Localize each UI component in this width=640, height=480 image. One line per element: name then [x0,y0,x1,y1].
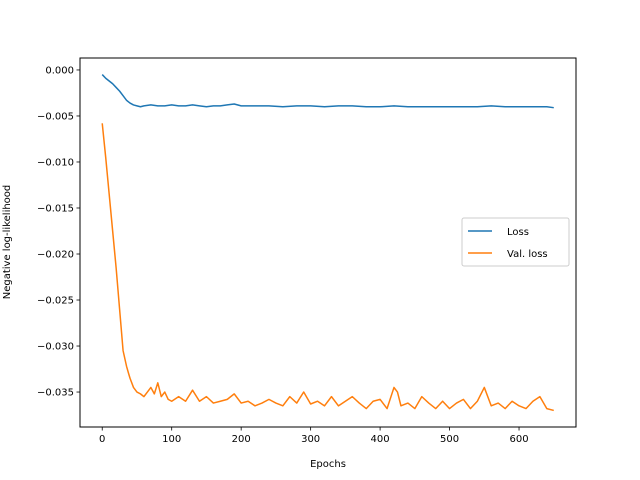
y-axis: 0.000 −0.005 −0.010 −0.015 −0.020 −0.025 −0.03… [37,65,80,399]
series-layer [101,74,554,412]
x-tick-label: 300 [301,434,320,445]
legend-label-loss: Loss [507,227,529,238]
legend-box [461,217,570,267]
legend: Loss Val. loss [461,217,570,267]
x-tick-label: 100 [162,434,181,445]
x-tick-label: 400 [371,434,390,445]
y-tick-label: 0.000 [45,65,74,76]
x-axis-label: Epochs [310,459,346,470]
series-line-loss [101,74,554,109]
y-tick-label: −0.020 [37,250,74,261]
plot-frame [79,57,577,428]
x-tick-label: 600 [509,434,528,445]
y-tick-label: −0.010 [37,157,74,168]
y-tick-label: −0.015 [37,203,74,214]
x-tick-label: 0 [99,434,105,445]
y-tick-label: −0.025 [37,296,74,307]
y-axis-label: Negative log-likelihood [2,185,13,300]
x-tick-label: 500 [440,434,459,445]
y-tick-label: −0.035 [37,388,74,399]
x-tick-label: 200 [232,434,251,445]
x-axis: 0 100 200 300 400 500 600 [99,427,529,445]
y-tick-label: −0.030 [37,342,74,353]
series-line-val-loss [101,123,554,412]
y-tick-label: −0.005 [37,111,74,122]
legend-label-val-loss: Val. loss [507,249,548,260]
